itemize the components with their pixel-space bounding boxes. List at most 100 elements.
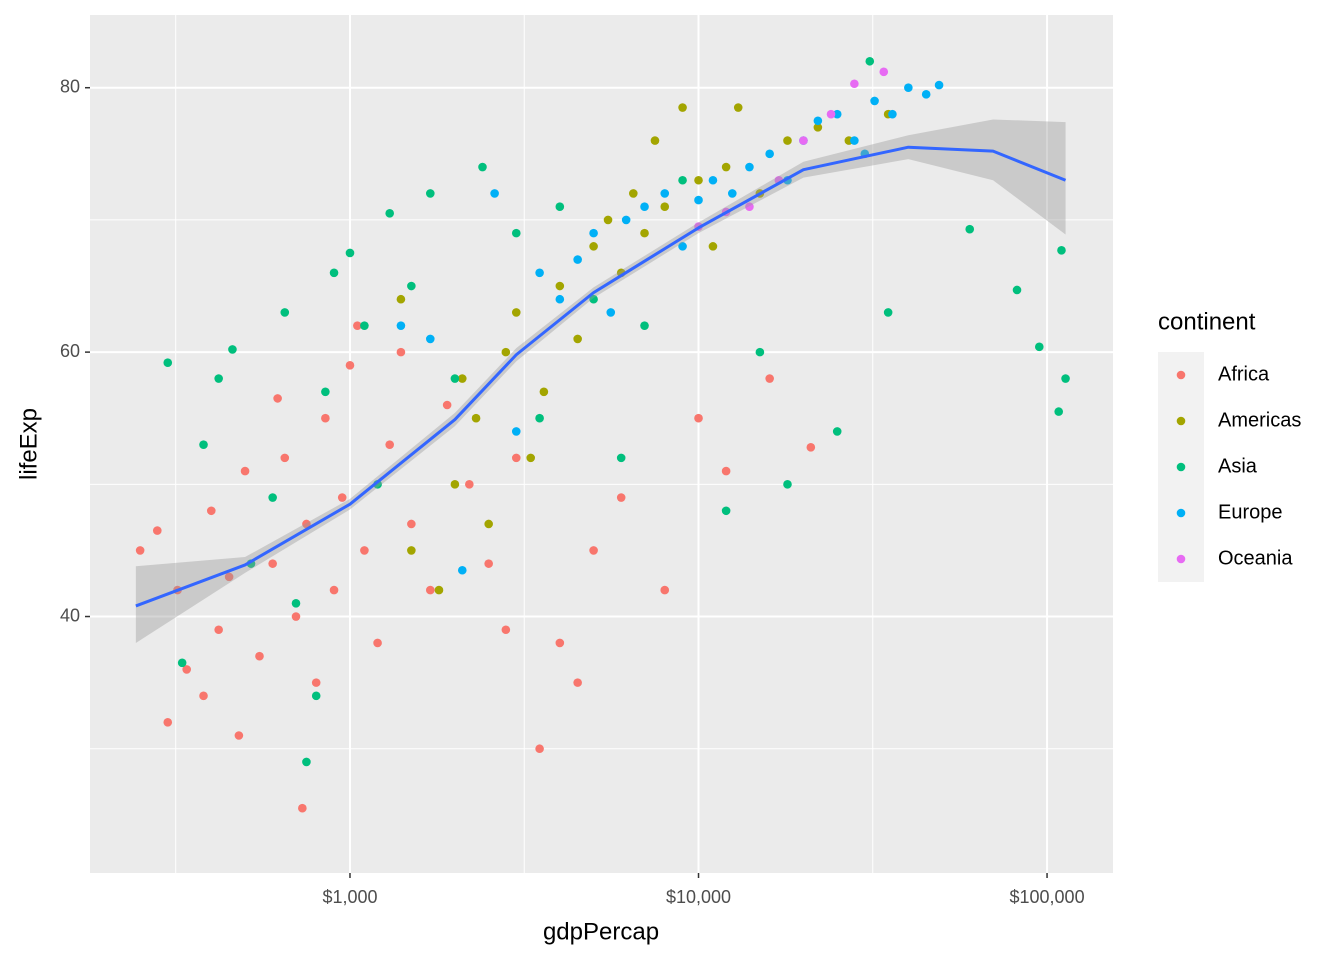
point [291,612,301,621]
point [407,281,416,291]
point [660,585,670,595]
point [268,559,277,568]
point [255,651,264,661]
point [721,506,731,516]
point [280,453,290,463]
point [589,242,598,251]
point [934,80,944,90]
point [373,638,382,648]
point [385,440,394,449]
point [678,175,687,185]
point [163,717,173,727]
point [708,242,718,251]
point [152,526,162,535]
point [321,413,330,423]
point [396,347,406,357]
point [234,731,244,740]
x-tick-label: $100,000 [1010,887,1085,907]
point [678,242,687,251]
point [555,202,565,211]
point [883,308,893,317]
point [745,162,754,172]
point [721,162,731,172]
point [511,228,521,238]
point [177,658,187,668]
point [396,294,406,304]
point [353,321,362,330]
point [450,480,460,489]
point [484,559,493,568]
point [450,374,460,383]
point [589,294,598,304]
point [589,228,598,238]
point [329,585,339,595]
point [535,413,544,423]
marks [135,56,1070,813]
point [214,374,223,383]
y-axis-title: lifeExp [15,408,42,480]
point [321,387,330,397]
point [478,162,487,172]
point [1061,374,1070,383]
point [535,744,544,754]
point [621,215,631,225]
point [484,519,493,529]
legend: continent Africa Americas Asia Europe Oceani… [1158,308,1301,582]
legend-label: Europe [1218,501,1283,523]
point [457,565,467,575]
point [457,374,467,383]
point [511,308,521,317]
point [573,678,582,687]
point [1054,407,1064,416]
point [302,519,311,529]
point [765,149,774,159]
axes: $1,000 $10,000 $100,000 40 60 80 [60,76,1085,906]
legend-key [1176,370,1186,380]
point [799,136,808,145]
point [765,374,774,383]
point [865,56,875,66]
point [311,691,321,701]
point [490,189,499,198]
point [345,248,355,258]
x-tick-label: $1,000 [322,887,377,907]
point [407,546,416,555]
point [385,209,394,218]
point [813,123,823,132]
point [660,202,670,211]
point [302,757,311,767]
point [783,136,792,145]
panel [90,15,1113,873]
point [850,79,859,89]
y-tick-label: 80 [60,76,80,96]
point [291,599,301,608]
legend-label: Africa [1218,363,1270,385]
point [360,546,369,555]
point [589,546,598,555]
point [850,136,859,145]
point [733,103,743,112]
point [606,308,616,317]
point [616,493,626,502]
smooth-line [135,145,1067,608]
point [199,440,208,449]
point [694,195,703,205]
point [407,519,416,529]
point [311,678,321,687]
legend-key [1176,508,1186,518]
point [298,803,307,813]
point [206,506,216,516]
point [1034,342,1044,352]
point [603,215,613,225]
x-tick-label: $10,000 [666,887,731,907]
legend-key [1176,554,1186,564]
point [182,665,191,674]
point [526,453,536,463]
point [921,90,931,99]
point [555,281,565,291]
point [511,427,521,436]
legend-label: Americas [1218,409,1301,431]
point [360,321,369,330]
point [471,413,481,423]
